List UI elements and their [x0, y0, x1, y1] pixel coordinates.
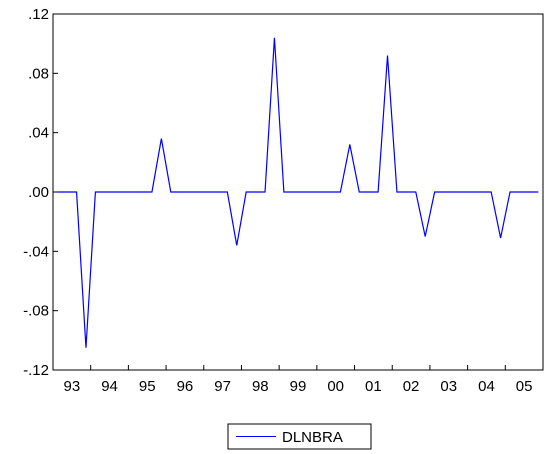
y-tick-label: .00	[28, 184, 49, 201]
x-tick-label: 99	[290, 378, 307, 395]
y-tick-label: .04	[28, 125, 49, 142]
series-line-dlnbra	[57, 37, 539, 348]
legend: DLNBRA	[227, 423, 372, 450]
x-tick-label: 03	[440, 378, 457, 395]
x-tick-label: 97	[214, 378, 231, 395]
x-tick-label: 05	[516, 378, 533, 395]
x-tick-label: 04	[478, 378, 495, 395]
x-tick-label: 02	[403, 378, 420, 395]
x-tick-label: 94	[101, 378, 118, 395]
x-tick-label: 01	[365, 378, 382, 395]
y-tick-label: .08	[28, 65, 49, 82]
series-layer	[57, 37, 539, 348]
x-tick-label: 00	[327, 378, 344, 395]
x-tick-label: 96	[177, 378, 194, 395]
x-tick-label: 93	[64, 378, 81, 395]
x-tick-label: 95	[139, 378, 156, 395]
y-tick-label: -.08	[23, 303, 49, 320]
y-axis: .12 .08 .04 .00 -.04 -.08 -.12	[23, 6, 58, 379]
y-tick-label: -.12	[23, 362, 49, 379]
y-tick-label: -.04	[23, 243, 49, 260]
x-axis: 93 94 95 96 97 98 99 00 01 02 03 04 05	[52, 365, 544, 395]
legend-label-dlnbra: DLNBRA	[282, 429, 343, 446]
x-tick-label: 98	[252, 378, 269, 395]
y-tick-label: .12	[28, 6, 49, 23]
